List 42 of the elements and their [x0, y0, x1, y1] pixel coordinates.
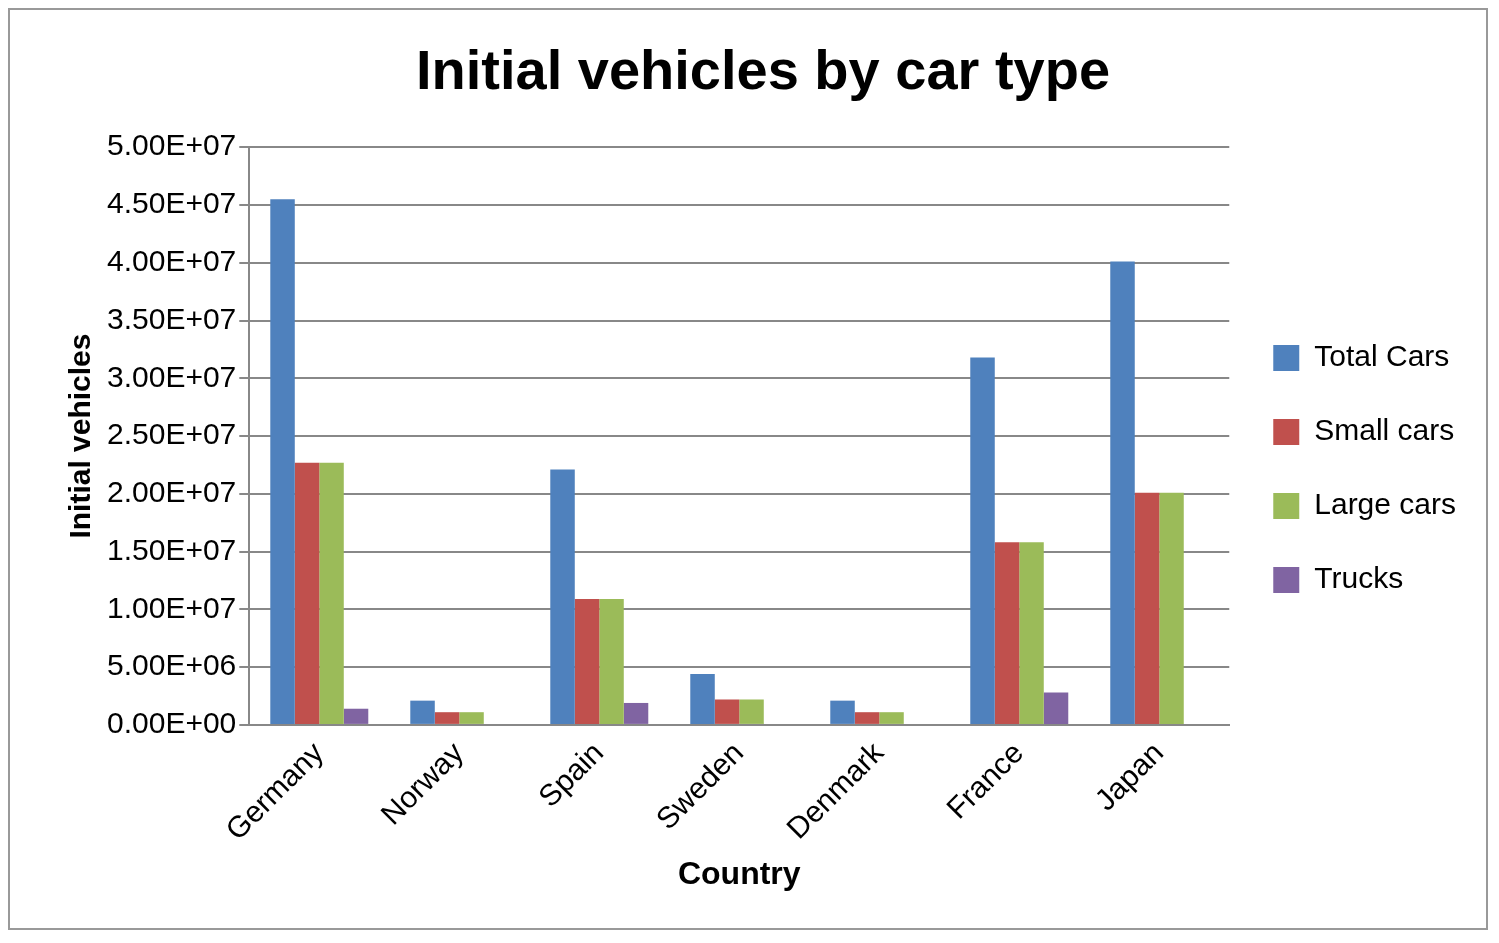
y-tick-label: 0.00E+00	[106, 706, 237, 740]
y-tick-label: 5.00E+07	[106, 128, 237, 162]
y-tick-label: 3.00E+07	[106, 359, 237, 393]
legend-label: Large cars	[1314, 487, 1457, 521]
bar	[434, 712, 460, 724]
bar	[574, 598, 600, 724]
bar	[739, 699, 764, 724]
bar	[623, 702, 649, 724]
bar	[994, 542, 1020, 724]
y-tick-label: 2.00E+07	[106, 475, 237, 509]
y-tick-label: 4.50E+07	[106, 186, 237, 220]
bar	[343, 708, 369, 724]
y-tick-label: 1.50E+07	[106, 532, 237, 566]
y-tick-label: 2.50E+07	[106, 417, 237, 451]
legend-label: Total Cars	[1314, 339, 1450, 373]
bar	[1019, 542, 1044, 724]
bar	[319, 462, 344, 724]
bar	[410, 700, 435, 724]
bar	[459, 712, 484, 724]
y-tick-label: 5.00E+06	[106, 648, 237, 682]
y-axis-title: Initial vehicles	[63, 333, 97, 539]
y-tick-label: 4.00E+07	[106, 244, 237, 278]
bar	[1159, 492, 1184, 724]
legend-label: Trucks	[1314, 561, 1404, 595]
x-axis-title: Country	[677, 854, 801, 891]
y-tick-label: 3.50E+07	[106, 301, 237, 335]
bar	[690, 674, 715, 724]
y-tick-label: 1.00E+07	[106, 590, 237, 624]
bar	[714, 699, 740, 724]
bar	[1134, 492, 1160, 724]
chart-title: Initial vehicles by car type	[415, 38, 1111, 102]
bar	[1043, 692, 1069, 724]
bar	[270, 199, 295, 724]
bar	[1110, 261, 1135, 724]
bar	[830, 700, 855, 724]
bar	[879, 712, 904, 724]
bar	[294, 462, 320, 724]
bar	[854, 712, 880, 724]
bar	[550, 469, 575, 724]
legend-label: Small cars	[1314, 413, 1455, 447]
bar	[599, 598, 624, 724]
bar	[970, 357, 995, 724]
